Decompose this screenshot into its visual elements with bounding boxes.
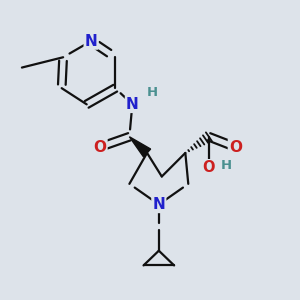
Text: O: O xyxy=(93,140,106,154)
Text: O: O xyxy=(229,140,242,154)
Text: O: O xyxy=(202,160,215,175)
Text: H: H xyxy=(147,86,158,99)
Text: N: N xyxy=(152,197,165,212)
Text: N: N xyxy=(126,97,139,112)
Polygon shape xyxy=(129,137,151,157)
Text: H: H xyxy=(221,159,232,172)
Text: N: N xyxy=(85,34,98,49)
